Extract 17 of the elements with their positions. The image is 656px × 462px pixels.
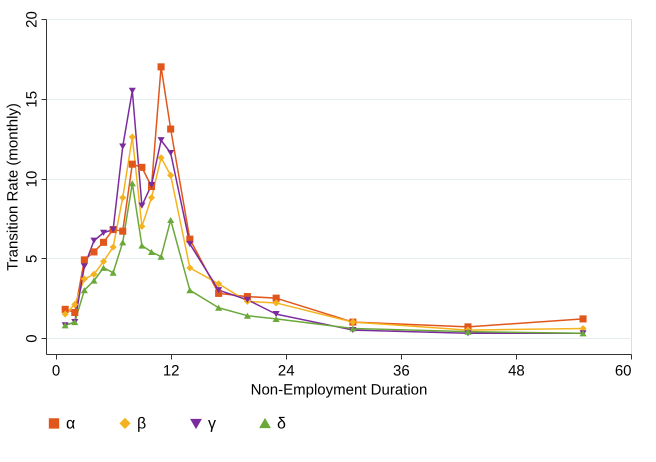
y-tick-label: 10: [24, 170, 40, 188]
y-tick-label: 5: [24, 254, 40, 263]
x-tick-label: 12: [162, 362, 180, 380]
y-tick-label: 20: [24, 11, 40, 28]
x-tick-label: 24: [278, 362, 295, 380]
x-tick-label: 48: [508, 362, 525, 380]
x-axis-title: Non-Employment Duration: [250, 382, 428, 398]
legend-label: δ: [277, 416, 286, 432]
legend-label: γ: [208, 416, 216, 432]
x-tick-label: 36: [392, 362, 410, 380]
y-axis-title: Transition Rate (monthly): [4, 103, 22, 271]
legend-label: β: [137, 415, 146, 432]
x-tick-label: 60: [614, 362, 632, 380]
legend-label: α: [66, 415, 76, 432]
y-tick-label: 15: [24, 90, 40, 108]
x-tick-label: 0: [52, 362, 60, 380]
y-tick-label: 0: [24, 334, 40, 343]
